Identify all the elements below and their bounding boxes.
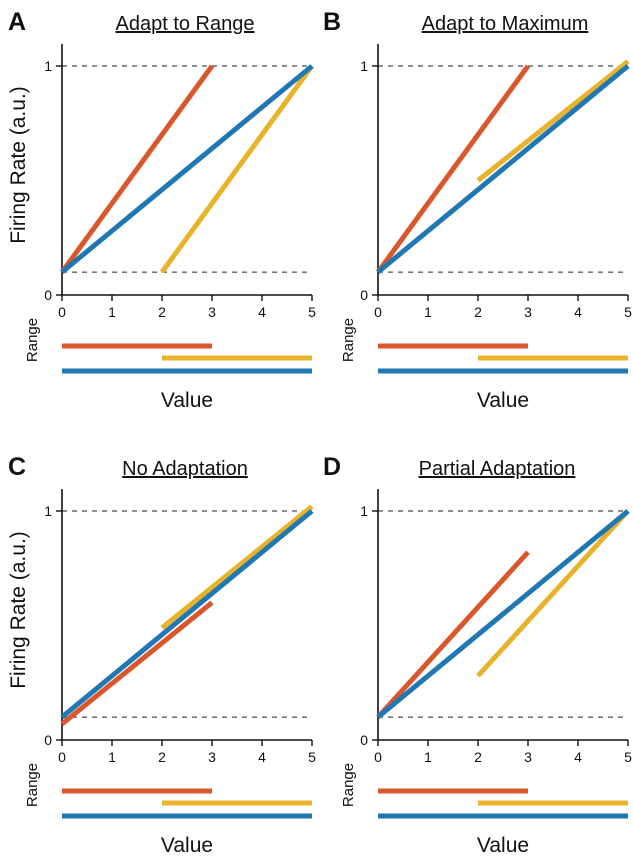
y-axis-labels: Firing Rate (a.u.) Firing Rate (a.u.) xyxy=(7,86,30,689)
x-tick-label: 5 xyxy=(624,749,632,765)
x-tick-label: 2 xyxy=(474,749,482,765)
panel-title: No Adaptation xyxy=(122,458,248,480)
range-label: Range xyxy=(24,318,41,362)
x-tick-label: 4 xyxy=(258,304,266,320)
y-axis-label-bottom: Firing Rate (a.u.) xyxy=(7,531,30,689)
x-tick-label: 1 xyxy=(108,304,116,320)
x-tick-label: 4 xyxy=(574,304,582,320)
panel-title: Adapt to Range xyxy=(116,13,255,35)
series-line-1 xyxy=(478,511,628,676)
y-tick-label: 1 xyxy=(360,58,368,74)
range-label: Range xyxy=(24,763,41,807)
x-tick-label: 1 xyxy=(108,749,116,765)
x-tick-label: 5 xyxy=(308,749,316,765)
x-axis-label: Value xyxy=(161,389,213,412)
panel-letter: D xyxy=(323,453,341,481)
x-tick-label: 0 xyxy=(374,304,382,320)
x-axis-label: Value xyxy=(161,834,213,857)
panels: A Adapt to Range 0 1 2 3 4 5 0 1 Range Value B Adapt … xyxy=(8,8,632,857)
panel-letter: B xyxy=(323,8,341,36)
x-tick-label: 3 xyxy=(208,304,216,320)
x-tick-label: 0 xyxy=(58,304,66,320)
series-line-2 xyxy=(62,511,312,717)
panel-letter: A xyxy=(8,8,26,36)
series-line-0 xyxy=(378,552,528,717)
y-axis-label-top: Firing Rate (a.u.) xyxy=(7,86,30,244)
x-tick-label: 0 xyxy=(58,749,66,765)
panel-letter: C xyxy=(8,453,26,481)
series-line-0 xyxy=(62,603,212,724)
x-tick-label: 2 xyxy=(474,304,482,320)
x-tick-label: 4 xyxy=(258,749,266,765)
x-tick-label: 3 xyxy=(208,749,216,765)
x-tick-label: 3 xyxy=(524,304,532,320)
x-tick-label: 4 xyxy=(574,749,582,765)
panel-c: C No Adaptation 0 1 2 3 4 5 0 1 Range Value xyxy=(8,453,316,857)
x-tick-label: 2 xyxy=(158,749,166,765)
series-line-1 xyxy=(478,61,628,180)
x-axis-label: Value xyxy=(477,389,529,412)
series-line-2 xyxy=(378,511,628,717)
x-tick-label: 0 xyxy=(374,749,382,765)
y-tick-label: 0 xyxy=(44,287,52,303)
x-tick-label: 5 xyxy=(308,304,316,320)
y-tick-label: 1 xyxy=(44,503,52,519)
x-axis-label: Value xyxy=(477,834,529,857)
y-tick-label: 1 xyxy=(44,58,52,74)
x-tick-label: 2 xyxy=(158,304,166,320)
series-line-1 xyxy=(162,506,312,627)
y-tick-label: 0 xyxy=(44,732,52,748)
x-tick-label: 1 xyxy=(424,304,432,320)
y-tick-label: 0 xyxy=(360,732,368,748)
y-tick-label: 0 xyxy=(360,287,368,303)
panel-title: Partial Adaptation xyxy=(419,458,576,480)
x-tick-label: 1 xyxy=(424,749,432,765)
panel-title: Adapt to Maximum xyxy=(422,13,589,35)
panel-a: A Adapt to Range 0 1 2 3 4 5 0 1 Range Value xyxy=(8,8,316,412)
panel-d: D Partial Adaptation 0 1 2 3 4 5 0 1 Range Value xyxy=(323,453,632,857)
range-label: Range xyxy=(340,318,357,362)
panel-b: B Adapt to Maximum 0 1 2 3 4 5 0 1 Range Value xyxy=(323,8,632,412)
y-tick-label: 1 xyxy=(360,503,368,519)
range-label: Range xyxy=(340,763,357,807)
x-tick-label: 3 xyxy=(524,749,532,765)
x-tick-label: 5 xyxy=(624,304,632,320)
